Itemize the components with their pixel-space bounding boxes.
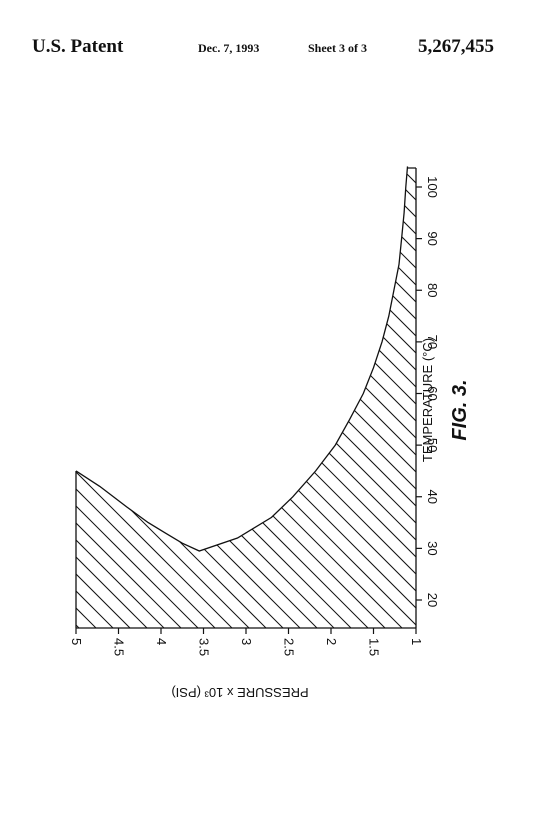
x-tick-label: 60	[425, 386, 440, 400]
figure-caption: FIG. 3.	[449, 379, 471, 440]
x-tick-label: 50	[425, 438, 440, 452]
hatch-line	[76, 166, 416, 628]
hatch-line	[76, 166, 288, 628]
y-tick-label: 3.5	[197, 638, 212, 656]
hatch-line	[145, 166, 416, 628]
hatch-line	[486, 100, 557, 700]
y-tick-label: 1	[409, 638, 424, 645]
y-tick-label: 2.5	[282, 638, 297, 656]
hatch-line	[76, 166, 416, 628]
x-tick-label: 20	[425, 593, 440, 607]
hatch-line	[469, 100, 557, 700]
hatch-line	[76, 166, 220, 628]
y-tick-label: 5	[69, 638, 84, 645]
hatch-line	[76, 166, 416, 628]
hatch-line	[76, 166, 416, 628]
hatch-line	[76, 166, 390, 628]
hatch-line	[76, 166, 416, 628]
hatch-line	[76, 166, 186, 628]
hatch-line	[76, 166, 305, 628]
hatch-line	[520, 100, 557, 700]
patent-label: U.S. Patent	[32, 36, 124, 57]
hatch-line	[76, 166, 339, 628]
hatch-line	[111, 166, 416, 628]
y-axis-label: PRESSURE x 10³ (PSI)	[171, 685, 308, 700]
x-tick-label: 90	[425, 231, 440, 245]
hatch-line	[76, 166, 407, 628]
hatched-region	[76, 100, 557, 700]
x-tick-label: 100	[425, 176, 440, 198]
hatch-line	[76, 166, 101, 628]
hatch-line	[77, 166, 416, 628]
x-tick-label: 80	[425, 283, 440, 297]
y-tick-label: 1.5	[367, 638, 382, 656]
hatch-line	[76, 166, 118, 628]
hatch-line	[76, 166, 135, 628]
hatch-line	[537, 100, 557, 700]
hatch-line	[76, 166, 416, 628]
hatch-line	[179, 166, 416, 628]
hatch-line	[76, 166, 416, 628]
y-tick-label: 2	[324, 638, 339, 645]
hatch-line	[128, 166, 416, 628]
hatch-line	[76, 166, 416, 628]
patent-number: 5,267,455	[418, 36, 494, 57]
x-axis-label: TEMPERATURE (°C)	[420, 338, 435, 462]
hatch-line	[76, 166, 254, 628]
hatch-line	[76, 166, 416, 628]
hatch-line	[76, 166, 271, 628]
hatch-line	[264, 166, 416, 628]
hatch-line	[76, 166, 237, 628]
hatch-line	[76, 166, 416, 628]
x-tick-label: 70	[425, 335, 440, 349]
region-edge	[75, 167, 416, 628]
y-tick-label: 4.5	[112, 638, 127, 656]
x-tick-label: 30	[425, 541, 440, 555]
hatch-line	[76, 166, 356, 628]
region-boundary	[75, 166, 409, 552]
x-tick-label: 40	[425, 490, 440, 504]
hatch-line	[76, 166, 322, 628]
hatch-line	[76, 166, 416, 628]
hatch-line	[503, 100, 557, 700]
sheet-number: Sheet 3 of 3	[308, 41, 367, 55]
hatch-line	[76, 166, 373, 628]
hatch-line	[247, 166, 416, 628]
hatch-line	[76, 166, 203, 628]
y-tick-label: 3	[239, 638, 254, 645]
hatch-line	[76, 166, 416, 628]
hatch-line	[94, 166, 416, 628]
hatch-line	[76, 166, 169, 628]
y-tick-label: 4	[154, 638, 169, 645]
hatch-line	[196, 166, 416, 628]
patent-date: Dec. 7, 1993	[198, 41, 260, 55]
hatch-line	[230, 166, 416, 628]
